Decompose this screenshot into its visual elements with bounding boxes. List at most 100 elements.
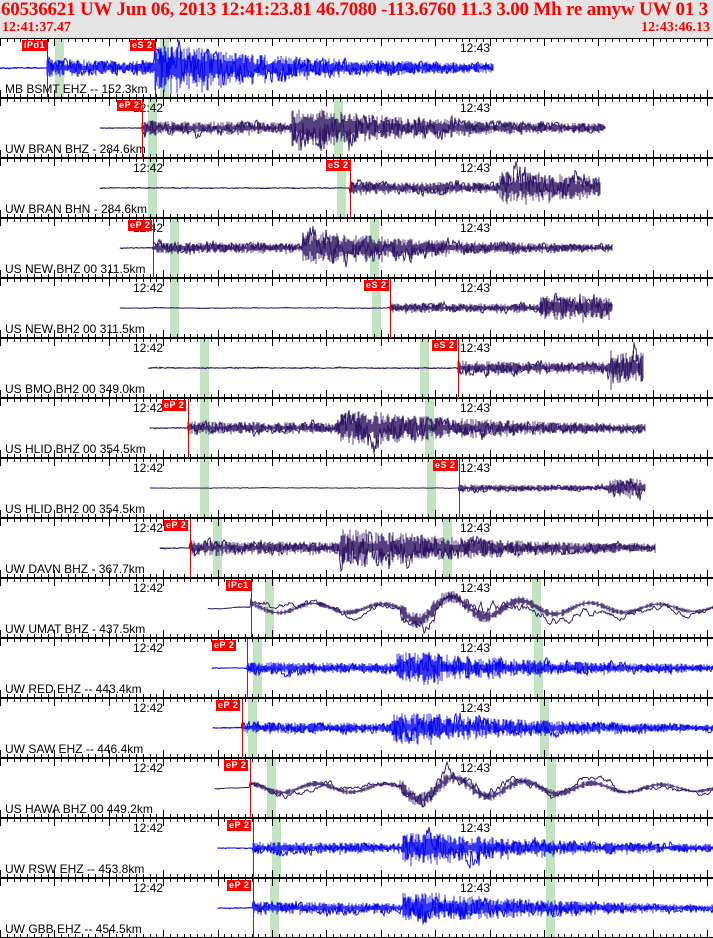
- highlight-band: [265, 579, 274, 637]
- waveform-trace: [99, 109, 606, 151]
- trace-row[interactable]: 12:42 12:43 eP 2 UW RSW EHZ -- 453.8km: [0, 818, 713, 878]
- axis-line-bottom: [0, 577, 713, 578]
- trace-row[interactable]: 12:42 12:43 eP 2 US HAWA BHZ 00 449.2km: [0, 758, 713, 818]
- time-tick-label: 12:43: [460, 581, 491, 595]
- pick-label[interactable]: eS 2: [326, 160, 351, 171]
- time-axis-ticks: [0, 639, 713, 647]
- trace-row[interactable]: 12:42 12:43 eS 2 US NEW BH2 00 311.5km: [0, 278, 713, 338]
- pick-label[interactable]: eS 2: [130, 40, 155, 51]
- pick-label[interactable]: eP 2: [212, 640, 237, 651]
- axis-line-bottom: [0, 757, 713, 758]
- trace-row[interactable]: 12:42 12:43 eS 2 US BMO BH2 00 349.0km: [0, 338, 713, 398]
- highlight-band: [272, 819, 281, 877]
- axis-line-bottom: [0, 877, 713, 878]
- time-tick-label: 12:43: [460, 881, 491, 895]
- pick-label[interactable]: eS 2: [433, 460, 458, 471]
- pick-label[interactable]: eP 2: [117, 100, 142, 111]
- highlight-band: [270, 879, 279, 937]
- pick-line[interactable]: [253, 879, 254, 938]
- time-axis-ticks: [0, 339, 713, 347]
- pick-line[interactable]: [459, 459, 460, 518]
- pick-label[interactable]: eP 2: [224, 760, 249, 771]
- trace-row[interactable]: 12:42 12:43 eP 2 US HLID BHZ 00 354.5km: [0, 398, 713, 458]
- trace-row[interactable]: 12:42 12:43 iPc1 UW UMAT BHZ - 437.5km: [0, 578, 713, 638]
- time-axis-ticks: [0, 689, 713, 697]
- axis-line-bottom: [0, 637, 713, 638]
- pick-line[interactable]: [153, 219, 154, 278]
- station-label: US BMO BH2 00 349.0km: [5, 382, 146, 396]
- axis-line-top: [0, 818, 713, 819]
- time-tick-label: 12:43: [460, 281, 491, 295]
- station-label: UW GBB EHZ -- 454.5km: [5, 922, 142, 936]
- time-tick-label: 12:42: [133, 701, 164, 715]
- highlight-band: [253, 639, 262, 697]
- pick-line[interactable]: [142, 99, 143, 158]
- axis-line-bottom: [0, 517, 713, 518]
- axis-line-top: [0, 458, 713, 459]
- pick-label[interactable]: eP 2: [128, 220, 153, 231]
- time-tick-label: 12:42: [133, 461, 164, 475]
- pick-line[interactable]: [242, 699, 243, 758]
- pick-label[interactable]: eP 2: [164, 520, 189, 531]
- time-axis-ticks: [0, 579, 713, 587]
- pick-line[interactable]: [250, 759, 251, 818]
- axis-line-bottom: [0, 217, 713, 218]
- event-summary-line: 60536621 UW Jun 06, 2013 12:41:23.81 46.…: [1, 0, 708, 20]
- highlight-band: [443, 519, 452, 577]
- station-label: US HLID BHZ 00 354.5km: [5, 442, 146, 456]
- time-axis-ticks: [0, 219, 713, 227]
- pick-label[interactable]: iPc1: [226, 580, 251, 591]
- pick-label[interactable]: eP 2: [227, 880, 252, 891]
- time-axis-ticks: [0, 819, 713, 827]
- pick-line[interactable]: [458, 339, 459, 398]
- trace-row[interactable]: 12:42 12:43 eS 2 US HLID BH2 00 354.5km: [0, 458, 713, 518]
- pick-label[interactable]: eP 2: [162, 400, 187, 411]
- waveform-trace: [149, 410, 646, 455]
- time-tick-label: 12:43: [460, 821, 491, 835]
- axis-line-top: [0, 698, 713, 699]
- pick-line[interactable]: [188, 399, 189, 458]
- pick-label[interactable]: eP 2: [227, 820, 252, 831]
- trace-row[interactable]: 12:42 12:43 eP 2 UW GBB EHZ -- 454.5km: [0, 878, 713, 938]
- time-tick-label: 12:42: [133, 641, 164, 655]
- pick-line[interactable]: [350, 159, 351, 218]
- trace-row[interactable]: 12:42 12:43 eP 2 UW RED EHZ -- 443.4km: [0, 638, 713, 698]
- waveform-trace: [217, 826, 713, 869]
- pick-label[interactable]: iPd1: [22, 40, 48, 51]
- axis-line-bottom: [0, 697, 713, 698]
- trace-row[interactable]: 12:43 iPd1 eS 2 MB BSMT EHZ -- 152.3km: [0, 38, 713, 98]
- highlight-band: [267, 759, 276, 817]
- station-label: UW RSW EHZ -- 453.8km: [5, 862, 145, 876]
- trace-row[interactable]: 12:42 12:43 eS 2 UW BRAN BHN - 284.6km: [0, 158, 713, 218]
- time-axis-ticks: [0, 209, 713, 217]
- trace-row[interactable]: 12:42 12:43 eP 2 UW BRAN BHZ - 284.6km: [0, 98, 713, 158]
- highlight-band: [547, 759, 556, 817]
- pick-label[interactable]: eP 2: [216, 700, 241, 711]
- pick-line[interactable]: [251, 579, 252, 638]
- time-axis-ticks: [0, 149, 713, 157]
- highlight-band: [546, 879, 555, 937]
- station-label: UW SAW EHZ -- 446.4km: [5, 742, 144, 756]
- time-tick-label: 12:43: [460, 341, 491, 355]
- axis-line-top: [0, 638, 713, 639]
- time-axis-ticks: [0, 39, 713, 47]
- station-label: US HLID BH2 00 354.5km: [5, 502, 146, 516]
- trace-row[interactable]: 12:42 12:43 eP 2 UW SAW EHZ -- 446.4km: [0, 698, 713, 758]
- time-tick-label: 12:43: [460, 641, 491, 655]
- pick-line[interactable]: [253, 819, 254, 878]
- highlight-band: [534, 639, 543, 697]
- trace-row[interactable]: 12:42 12:43 eP 2 UW DAVN BHZ - 367.7km: [0, 518, 713, 578]
- pick-line[interactable]: [155, 39, 156, 98]
- axis-line-top: [0, 38, 713, 39]
- station-label: US HAWA BHZ 00 449.2km: [5, 802, 153, 816]
- pick-line[interactable]: [390, 279, 391, 338]
- axis-line-bottom: [0, 817, 713, 818]
- time-tick-label: 12:42: [133, 341, 164, 355]
- pick-line[interactable]: [47, 39, 48, 98]
- pick-label[interactable]: eS 2: [364, 280, 389, 291]
- pick-label[interactable]: eS 2: [432, 340, 457, 351]
- pick-line[interactable]: [190, 519, 191, 578]
- waveform-trace: [207, 591, 713, 635]
- pick-line[interactable]: [247, 639, 248, 698]
